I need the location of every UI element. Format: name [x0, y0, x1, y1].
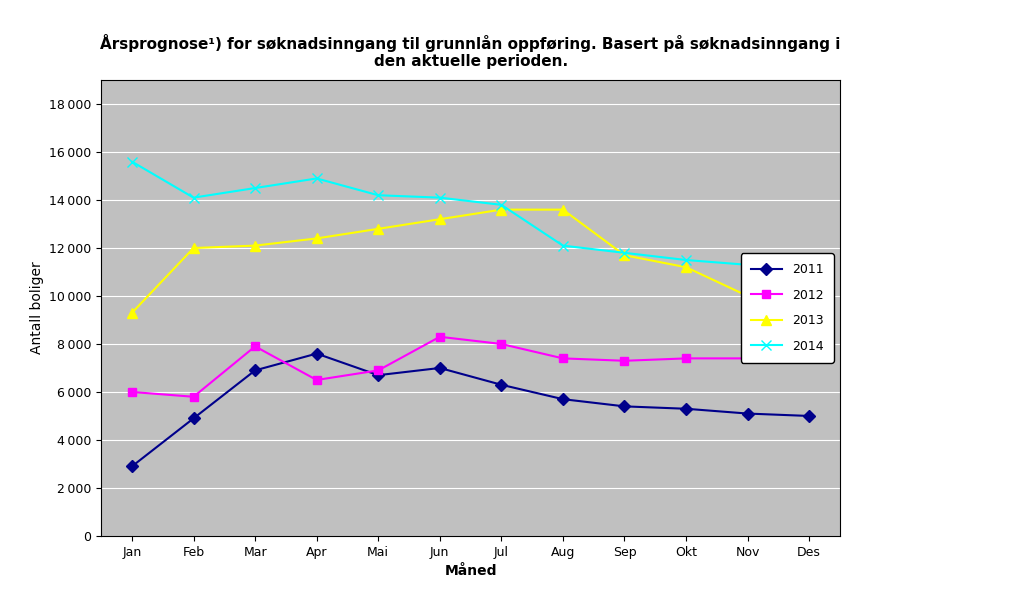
2013: [679, 264, 692, 271]
2012: [741, 355, 753, 362]
2013: [249, 242, 261, 249]
2011: [741, 410, 753, 417]
Title: Årsprognose¹) for søknadsinngang til grunnlån oppføring. Basert på søknadsinngan: Årsprognose¹) for søknadsinngang til gru…: [100, 34, 840, 69]
2012: [187, 393, 199, 400]
2012: [372, 367, 384, 374]
Legend: 2011, 2012, 2013, 2014: 2011, 2012, 2013, 2014: [740, 253, 833, 363]
2011: [249, 367, 261, 374]
2011: [372, 371, 384, 379]
2013: [618, 251, 630, 259]
2014: [494, 201, 507, 209]
2013: [556, 206, 568, 213]
2011: [434, 364, 446, 371]
2014: [372, 192, 384, 199]
2011: [125, 463, 137, 470]
Line: 2013: 2013: [127, 205, 813, 318]
2014: [556, 242, 568, 249]
2011: [618, 403, 630, 410]
X-axis label: Måned: Måned: [444, 564, 496, 578]
2012: [249, 342, 261, 350]
2011: [556, 395, 568, 403]
2013: [187, 245, 199, 252]
2013: [310, 235, 323, 242]
2013: [125, 309, 137, 317]
2014: [618, 249, 630, 256]
2013: [494, 206, 507, 213]
Y-axis label: Antall boliger: Antall boliger: [29, 262, 43, 354]
2012: [679, 355, 692, 362]
2014: [679, 256, 692, 264]
2013: [372, 225, 384, 232]
2014: [434, 194, 446, 201]
Line: 2011: 2011: [127, 349, 813, 471]
2014: [125, 158, 137, 165]
2013: [741, 293, 753, 300]
2011: [310, 350, 323, 357]
2012: [310, 376, 323, 384]
2011: [803, 412, 815, 419]
2013: [803, 302, 815, 309]
2014: [187, 194, 199, 201]
2014: [310, 175, 323, 182]
2014: [741, 261, 753, 269]
2011: [679, 405, 692, 413]
Line: 2014: 2014: [127, 157, 752, 270]
2011: [187, 415, 199, 422]
2012: [803, 350, 815, 357]
2013: [434, 216, 446, 223]
2011: [494, 381, 507, 389]
2014: [249, 184, 261, 192]
Line: 2012: 2012: [127, 333, 813, 401]
2012: [125, 388, 137, 395]
2012: [494, 340, 507, 347]
2012: [618, 357, 630, 365]
2012: [434, 333, 446, 341]
2012: [556, 355, 568, 362]
